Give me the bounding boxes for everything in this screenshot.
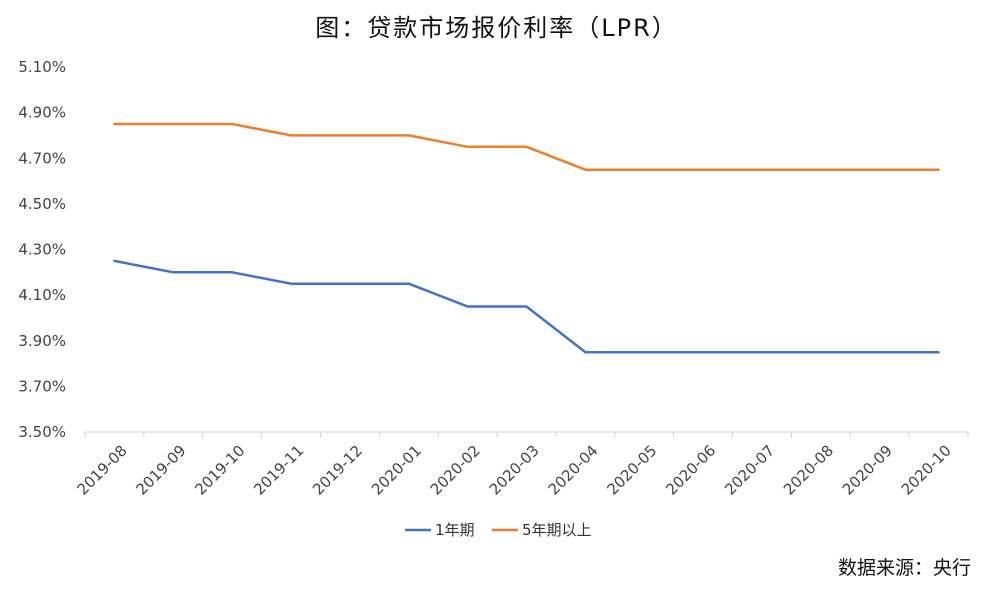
- data-source-note: 数据来源：央行: [837, 557, 971, 579]
- x-tick-label: 2019-11: [250, 442, 307, 499]
- x-tick-label: 2020-09: [839, 442, 896, 499]
- x-tick-label: 2020-06: [662, 442, 719, 499]
- x-tick-label: 2019-09: [132, 442, 189, 499]
- y-tick-label: 4.50%: [18, 195, 66, 213]
- y-tick-label: 4.30%: [18, 241, 66, 259]
- x-tick-label: 2019-10: [191, 442, 248, 499]
- legend: 1年期 5年期以上: [405, 521, 592, 539]
- x-tick-label: 2020-08: [780, 442, 837, 499]
- x-tick-label: 2020-02: [427, 442, 484, 499]
- y-tick-label: 3.50%: [18, 423, 66, 441]
- series-line-1: [113, 122, 940, 171]
- x-tick-label: 2020-05: [603, 442, 660, 499]
- y-tick-label: 4.10%: [18, 286, 66, 304]
- x-tick-label: 2020-01: [368, 442, 425, 499]
- y-tick-label: 5.10%: [18, 58, 66, 76]
- x-tick-label: 2019-08: [74, 442, 131, 499]
- legend-label: 1年期: [435, 521, 475, 539]
- legend-label: 5年期以上: [522, 521, 592, 539]
- x-tick-label: 2020-07: [721, 442, 778, 499]
- y-tick-label: 3.70%: [18, 377, 66, 395]
- series-lines: [113, 122, 940, 354]
- y-axis-ticks: 3.50% 3.70% 3.90% 4.10% 4.30% 4.50% 4.70% 4.90%…: [18, 58, 66, 441]
- y-tick-label: 4.90%: [18, 104, 66, 122]
- x-axis-ticks: 2019-08 2019-09 2019-10 2019-11 2019-12 2020-…: [74, 432, 969, 499]
- x-tick-label: 2020-04: [545, 442, 602, 499]
- y-tick-label: 4.70%: [18, 149, 66, 167]
- x-tick-label: 2019-12: [309, 442, 366, 499]
- y-tick-label: 3.90%: [18, 332, 66, 350]
- chart-title: 图：贷款市场报价利率（LPR）: [315, 14, 678, 42]
- x-tick-label: 2020-03: [486, 442, 543, 499]
- x-tick-label: 2020-10: [898, 442, 955, 499]
- series-line-0: [113, 259, 940, 354]
